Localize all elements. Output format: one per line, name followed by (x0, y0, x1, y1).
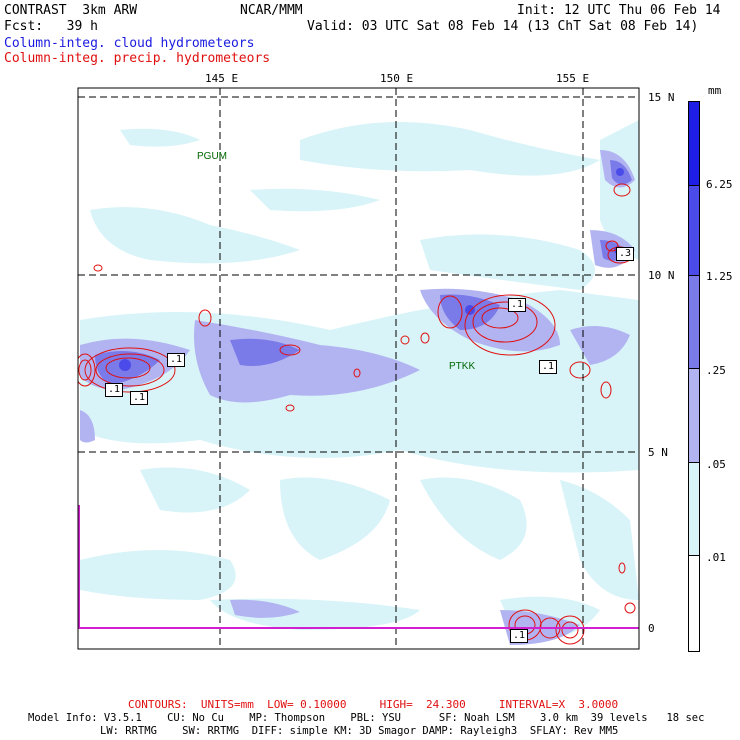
contour-label: .1 (167, 353, 186, 367)
contour-label: .1 (105, 383, 124, 397)
lon-label-155: 155 E (556, 72, 590, 85)
station-label-ptkk: PTKK (449, 361, 476, 372)
field2-title: Column-integ. precip. hydrometeors (4, 51, 271, 66)
colorbar-swatch (688, 185, 700, 277)
lat-label-5n: 5 N (648, 446, 668, 459)
init-time: Init: 12 UTC Thu 06 Feb 14 (517, 3, 721, 18)
lat-label-0: 0 (648, 622, 655, 635)
colorbar-label: .25 (706, 364, 726, 377)
org-label: NCAR/MMM (240, 3, 303, 18)
model-title: CONTRAST 3km ARW (4, 3, 138, 18)
colorbar-swatch (688, 368, 700, 464)
colorbar-swatch (688, 462, 700, 557)
lon-label-145: 145 E (205, 72, 239, 85)
model-info-line2: LW: RRTMG SW: RRTMG DIFF: simple KM: 3D … (100, 725, 619, 737)
forecast-hour: Fcst: 39 h (4, 19, 98, 34)
colorbar-label: .01 (706, 551, 726, 564)
contour-info: CONTOURS: UNITS=mm LOW= 0.10000 HIGH= 24… (128, 698, 619, 711)
contour-label: .1 (510, 629, 529, 643)
colorbar-label: .05 (706, 458, 726, 471)
station-label-pgum: PGUM (197, 151, 227, 162)
contour-label: .3 (616, 247, 635, 261)
lat-label-15n: 15 N (648, 91, 675, 104)
valid-time: Valid: 03 UTC Sat 08 Feb 14 (13 ChT Sat … (307, 19, 699, 34)
colorbar-swatch (688, 275, 700, 370)
colorbar-swatch (688, 101, 700, 187)
colorbar-swatch (688, 555, 700, 652)
colorbar-label: 1.25 (706, 270, 733, 283)
model-info-line1: Model Info: V3.5.1 CU: No Cu MP: Thompso… (28, 712, 705, 724)
colorbar-label: 6.25 (706, 178, 733, 191)
contour-label: .1 (130, 391, 149, 405)
contour-label: .1 (539, 360, 558, 374)
lon-label-150: 150 E (380, 72, 414, 85)
contour-label: .1 (508, 298, 527, 312)
field1-title: Column-integ. cloud hydrometeors (4, 36, 255, 51)
colorbar-unit: mm (708, 84, 722, 97)
lat-label-10n: 10 N (648, 269, 675, 282)
